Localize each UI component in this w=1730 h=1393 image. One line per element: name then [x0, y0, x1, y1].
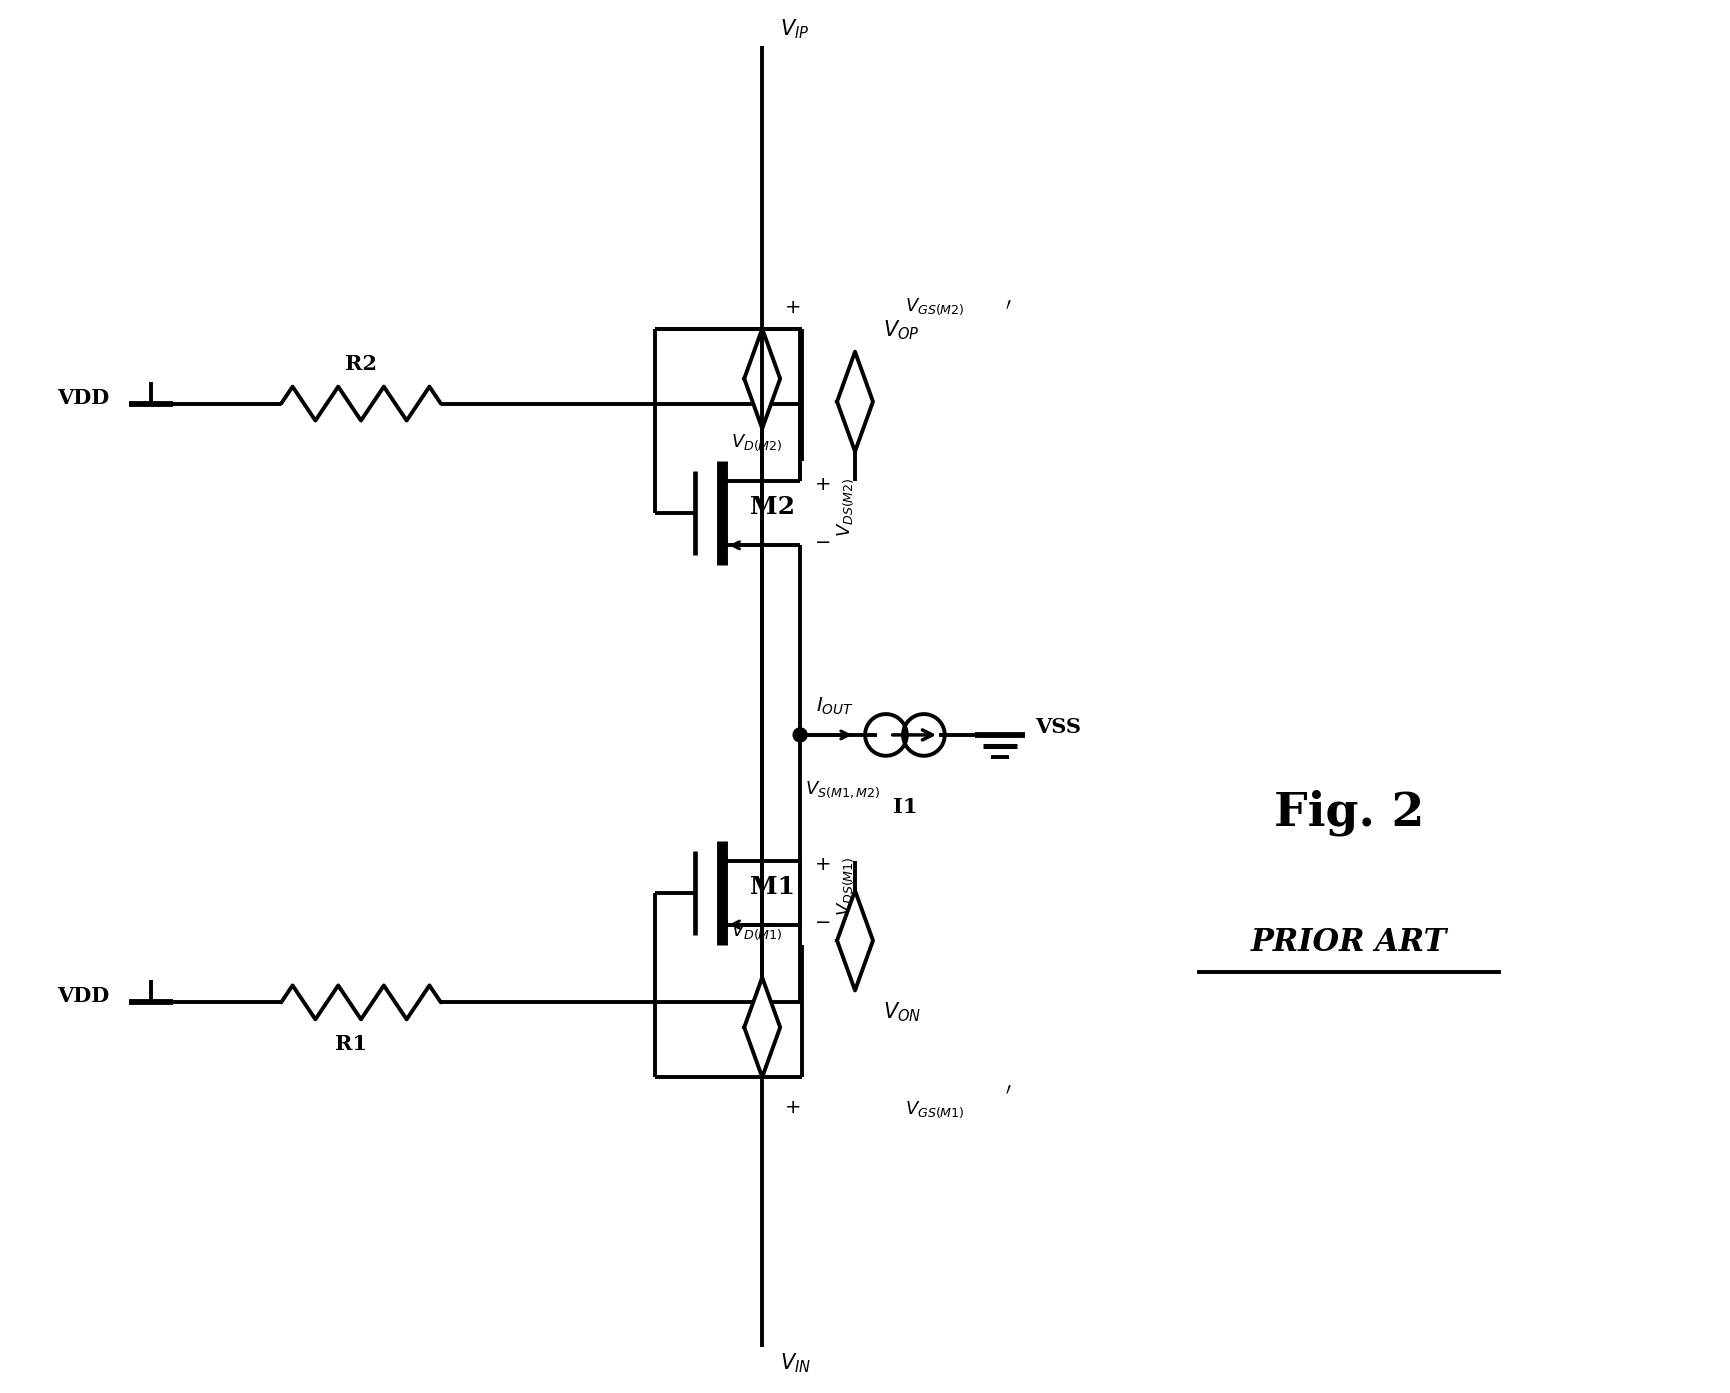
Text: M2: M2	[749, 496, 794, 520]
Text: PRIOR ART: PRIOR ART	[1251, 926, 1448, 958]
Polygon shape	[837, 890, 874, 990]
Text: $+$: $+$	[813, 476, 830, 495]
Text: $V_{ON}$: $V_{ON}$	[882, 1000, 922, 1024]
Text: $V_{GS(M1)}$: $V_{GS(M1)}$	[905, 1099, 965, 1120]
Text: $V_{IN}$: $V_{IN}$	[780, 1351, 811, 1375]
Text: $V_{GS(M2)}$: $V_{GS(M2)}$	[905, 297, 965, 316]
Text: $'$: $'$	[1005, 301, 1012, 323]
Text: $V_{IP}$: $V_{IP}$	[780, 18, 810, 42]
Text: R2: R2	[344, 354, 377, 373]
Polygon shape	[744, 329, 780, 429]
Text: $+$: $+$	[784, 298, 801, 316]
Text: M1: M1	[749, 875, 794, 898]
Text: $V_{DS(M2)}$: $V_{DS(M2)}$	[836, 478, 856, 538]
Text: $V_{DS(M1)}$: $V_{DS(M1)}$	[836, 857, 856, 917]
Text: VDD: VDD	[57, 387, 109, 408]
Text: $'$: $'$	[1005, 1085, 1012, 1109]
Text: $I_{OUT}$: $I_{OUT}$	[817, 695, 855, 717]
Text: Fig. 2: Fig. 2	[1273, 790, 1424, 836]
Text: $-$: $-$	[813, 532, 830, 550]
Polygon shape	[837, 351, 874, 451]
Text: VSS: VSS	[1035, 717, 1081, 737]
Text: $V_{D(M1)}$: $V_{D(M1)}$	[730, 921, 782, 942]
Text: $-$: $-$	[813, 911, 830, 929]
Text: VDD: VDD	[57, 986, 109, 1006]
Text: $+$: $+$	[784, 1099, 801, 1117]
Text: $V_{OP}$: $V_{OP}$	[882, 318, 920, 341]
Text: R1: R1	[336, 1035, 367, 1055]
Text: $+$: $+$	[813, 855, 830, 873]
Text: $V_{D(M2)}$: $V_{D(M2)}$	[730, 432, 782, 453]
Polygon shape	[744, 978, 780, 1077]
Text: I1: I1	[893, 797, 917, 816]
Circle shape	[792, 729, 808, 742]
Text: $V_{S(M1,M2)}$: $V_{S(M1,M2)}$	[804, 780, 881, 801]
